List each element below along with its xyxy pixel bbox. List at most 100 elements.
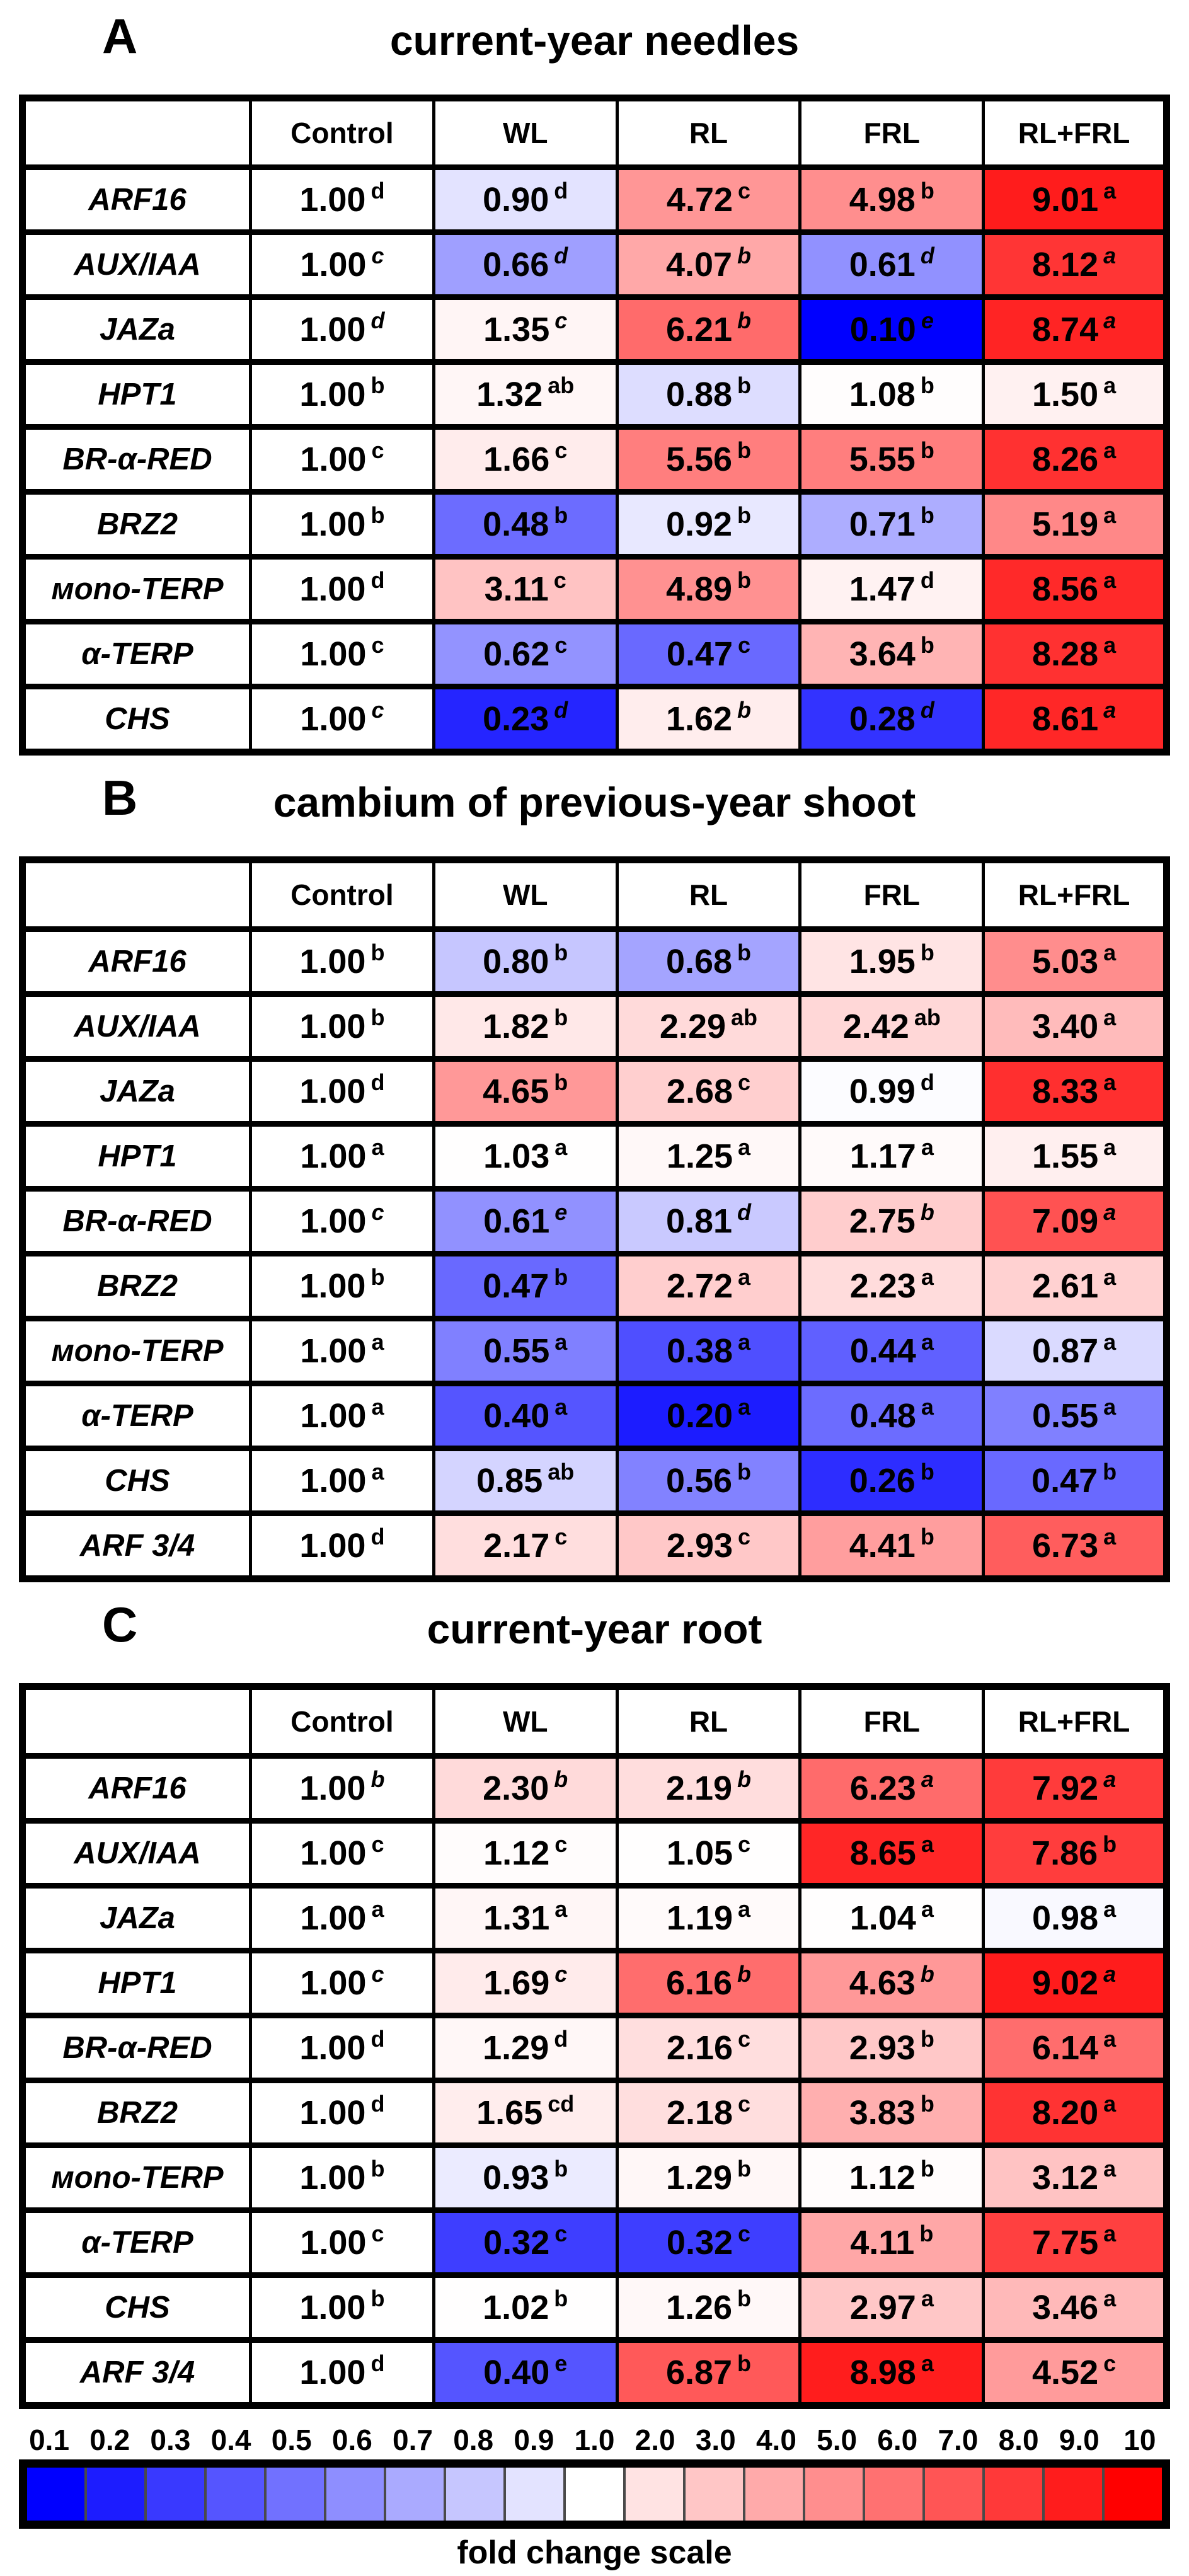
heatmap-cell: 0.56 b	[615, 1446, 802, 1516]
table-row: ARF16 1.00 d 0.90 d 4.72 c 4.98 b 9.01 a	[21, 164, 1168, 235]
scale-color-cell	[863, 2468, 922, 2521]
cell-value: 2.72	[666, 1267, 733, 1305]
cell-value: 2.68	[666, 1072, 733, 1110]
heatmap-cell: 1.00 a	[249, 1446, 435, 1516]
heatmap-cell: 2.68 c	[615, 1056, 802, 1127]
heatmap-cell: 6.21 b	[615, 294, 802, 365]
cell-value: 1.00	[300, 440, 367, 478]
cell-value: 1.00	[299, 1527, 366, 1565]
table-row: мono-TERP 1.00 a 0.55 a 0.38 a 0.44 a 0.87 a	[21, 1316, 1168, 1386]
cell-value: 0.28	[849, 700, 916, 738]
heatmap-cell: 1.47 d	[798, 554, 985, 624]
table-row: BRZ2 1.00 b 0.47 b 2.72 a 2.23 a 2.61 a	[21, 1251, 1168, 1321]
significance-letter: a	[554, 1896, 568, 1922]
heatmap-cell: 1.35 c	[432, 294, 619, 365]
heatmap-cell: 2.61 a	[982, 1251, 1168, 1321]
cell-value: 0.47	[483, 1267, 549, 1305]
heatmap-cell: 5.19 a	[982, 489, 1168, 560]
gene-label: BR-α-RED	[21, 424, 252, 495]
panel-c-label: C	[102, 1597, 138, 1652]
significance-letter: c	[554, 2221, 568, 2246]
significance-letter: c	[738, 1069, 751, 1095]
heatmap-cell: 0.47 b	[432, 1251, 619, 1321]
scale-tick-label: 3.0	[695, 2424, 736, 2456]
heatmap-cell: 0.99 d	[798, 1056, 985, 1127]
cell-value: 0.66	[483, 246, 549, 284]
scale-color-cell	[1042, 2468, 1102, 2521]
cell-value: 1.19	[666, 1899, 733, 1937]
significance-letter: d	[554, 697, 568, 723]
heatmap-cell: 1.08 b	[798, 359, 985, 430]
heatmap-cell: 1.04 a	[798, 1883, 985, 1953]
table-row: BRZ2 1.00 b 0.48 b 0.92 b 0.71 b 5.19 a	[21, 489, 1168, 560]
cell-value: 1.66	[483, 440, 550, 478]
table-row: α-TERP 1.00 c 0.62 c 0.47 c 3.64 b 8.28 a	[21, 619, 1168, 689]
scale-color-cell	[144, 2468, 204, 2521]
heatmap-cell: 1.17 a	[798, 1121, 985, 1192]
heatmap-cell: 1.00 c	[249, 1186, 435, 1256]
significance-letter: a	[1103, 308, 1117, 333]
header-row: Control WL RL FRL RL+FRL	[21, 857, 1168, 932]
significance-letter: a	[371, 1134, 384, 1160]
gene-label: HPT1	[21, 1121, 252, 1192]
cell-value: 1.00	[300, 1834, 367, 1872]
cell-value: 8.98	[849, 2354, 916, 2391]
gene-label: AUX/IAA	[21, 1818, 252, 1889]
heatmap-cell: 4.89 b	[615, 554, 802, 624]
significance-letter: ab	[914, 1004, 941, 1030]
heatmap-cell: 0.28 d	[798, 684, 985, 755]
heatmap-cell: 0.68 b	[615, 926, 802, 997]
cell-value: 1.25	[666, 1137, 733, 1175]
corner-cell	[21, 95, 252, 170]
cell-value: 3.83	[849, 2094, 916, 2132]
heatmap-cell: 1.02 b	[432, 2272, 619, 2343]
cell-value: 8.28	[1032, 635, 1099, 673]
scale-color-cell	[982, 2468, 1042, 2521]
cell-value: 2.75	[849, 1202, 916, 1240]
gene-label: BRZ2	[21, 489, 252, 560]
heatmap-cell: 4.07 b	[615, 229, 802, 300]
significance-letter: b	[920, 178, 934, 204]
heatmap-cell: 5.56 b	[615, 424, 802, 495]
gene-label: ARF 3/4	[21, 1510, 252, 1582]
significance-letter: a	[1103, 2221, 1117, 2246]
scale-color-cell	[922, 2468, 982, 2521]
significance-letter: a	[1103, 2286, 1117, 2311]
cell-value: 0.62	[483, 635, 550, 673]
heatmap-cell: 1.00 a	[249, 1316, 435, 1386]
significance-letter: a	[921, 1831, 934, 1857]
heatmap-cell: 8.61 a	[982, 684, 1168, 755]
cell-value: 1.00	[299, 2094, 366, 2132]
significance-letter: a	[1103, 2091, 1117, 2117]
heatmap-cell: 1.00 d	[249, 2337, 435, 2408]
heatmap-cell: 0.48 a	[798, 1381, 985, 1451]
cell-value: 1.00	[299, 181, 366, 219]
gene-label: CHS	[21, 1446, 252, 1516]
heatmap-cell: 1.69 c	[432, 1948, 619, 2018]
scale-tick-label: 0.1	[29, 2424, 70, 2456]
scale-colorbar	[19, 2459, 1170, 2529]
significance-letter: d	[920, 243, 934, 268]
heatmap-cell: 8.56 a	[982, 554, 1168, 624]
heatmap-cell: 0.61 d	[798, 229, 985, 300]
significance-letter: b	[370, 372, 385, 398]
heatmap-cell: 1.00 a	[249, 1121, 435, 1192]
gene-label: мono-TERP	[21, 1316, 252, 1386]
heatmap-cell: 0.44 a	[798, 1316, 985, 1386]
scale-tick-label: 0.2	[89, 2424, 130, 2456]
heatmap-cell: 8.74 a	[982, 294, 1168, 365]
cell-value: 2.29	[659, 1008, 727, 1045]
significance-letter: b	[919, 2221, 934, 2246]
heatmap-cell: 0.26 b	[798, 1446, 985, 1516]
table-row: CHS 1.00 c 0.23 d 1.62 b 0.28 d 8.61 a	[21, 684, 1168, 755]
scale-color-cell	[563, 2468, 623, 2521]
heatmap-cell: 4.52 c	[982, 2337, 1168, 2408]
significance-letter: a	[1103, 1329, 1117, 1355]
cell-value: 0.26	[849, 1462, 916, 1500]
cell-value: 2.97	[849, 2289, 916, 2326]
scale-color-cell	[743, 2468, 803, 2521]
table-row: ARF16 1.00 b 0.80 b 0.68 b 1.95 b 5.03 a	[21, 926, 1168, 997]
cell-value: 5.03	[1032, 943, 1099, 980]
heatmap-cell: 0.66 d	[432, 229, 619, 300]
cell-value: 1.08	[849, 376, 916, 413]
